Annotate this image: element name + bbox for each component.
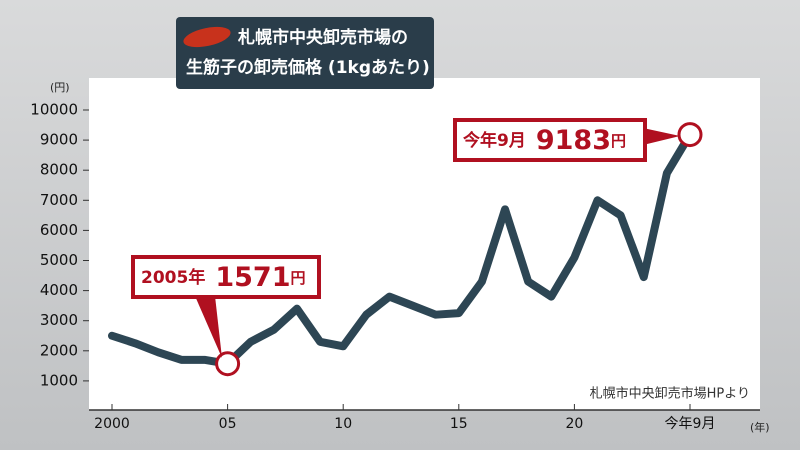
- x-tick-label: 05: [219, 416, 237, 432]
- title-box: [176, 17, 434, 89]
- y-tick-label: 3000: [40, 311, 78, 329]
- chart-title: 生筋子の卸売価格 (1kgあたり): [186, 57, 430, 78]
- roe-icon: [183, 26, 231, 48]
- chart-title: 札幌市中央卸売市場の: [237, 27, 408, 48]
- callout-box: [131, 255, 321, 299]
- y-tick-label: 10000: [30, 101, 78, 119]
- source: 札幌市中央卸売市場HPより: [590, 386, 750, 402]
- callout: 今年9月 9183円: [453, 118, 680, 162]
- y-tick-label: 7000: [40, 191, 78, 209]
- callout-unit: 円: [611, 132, 626, 150]
- callout-value: 1571: [215, 262, 290, 293]
- callout-value: 9183: [536, 125, 611, 156]
- y-tick-label: 4000: [40, 281, 78, 299]
- y-tick-label: 2000: [40, 341, 78, 359]
- callout-prefix: 2005年: [141, 267, 205, 288]
- y-tick-label: 8000: [40, 161, 78, 179]
- callout-pointer: [643, 128, 680, 145]
- price-line: [108, 130, 694, 368]
- plot: 1000 2000 3000 4000 5000 6000 7000 8000 9000 1000…: [30, 101, 760, 432]
- y-tick-label: 6000: [40, 221, 78, 239]
- highlight-marker: [677, 122, 703, 148]
- callout-unit: 円: [290, 269, 305, 287]
- y-tick-label: 9000: [40, 131, 78, 149]
- callout: 2005年 1571円: [131, 255, 321, 358]
- x-unit: (年): [750, 420, 770, 434]
- x-tick-label: 20: [565, 416, 583, 432]
- x-tick-label: 15: [450, 416, 468, 432]
- y-tick-label: 1000: [40, 371, 78, 389]
- x-tick-label: 2000: [94, 416, 130, 432]
- callout-text: 今年9月 9183円: [463, 125, 626, 156]
- callout-text: 2005年 1571円: [141, 262, 306, 293]
- x-tick-label: 10: [334, 416, 352, 432]
- y-tick-label: 5000: [40, 251, 78, 269]
- callout-pointer: [195, 296, 222, 358]
- highlight-marker: [215, 351, 241, 377]
- callout-prefix: 今年9月: [463, 130, 526, 151]
- x-tick-label: 今年9月: [665, 416, 716, 432]
- y-unit: (円): [50, 81, 70, 94]
- callout-box: [453, 118, 647, 162]
